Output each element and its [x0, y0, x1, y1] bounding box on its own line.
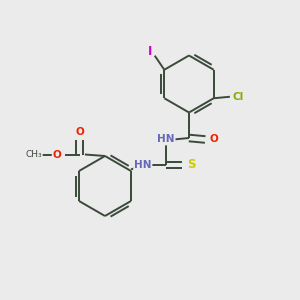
Text: S: S: [187, 158, 195, 172]
Text: I: I: [148, 45, 152, 58]
Text: HN: HN: [157, 134, 175, 145]
Text: O: O: [75, 127, 84, 137]
Text: CH₃: CH₃: [26, 150, 42, 159]
Text: Cl: Cl: [233, 92, 244, 102]
Text: O: O: [52, 149, 62, 160]
Text: O: O: [209, 134, 218, 145]
Text: HN: HN: [134, 160, 152, 170]
